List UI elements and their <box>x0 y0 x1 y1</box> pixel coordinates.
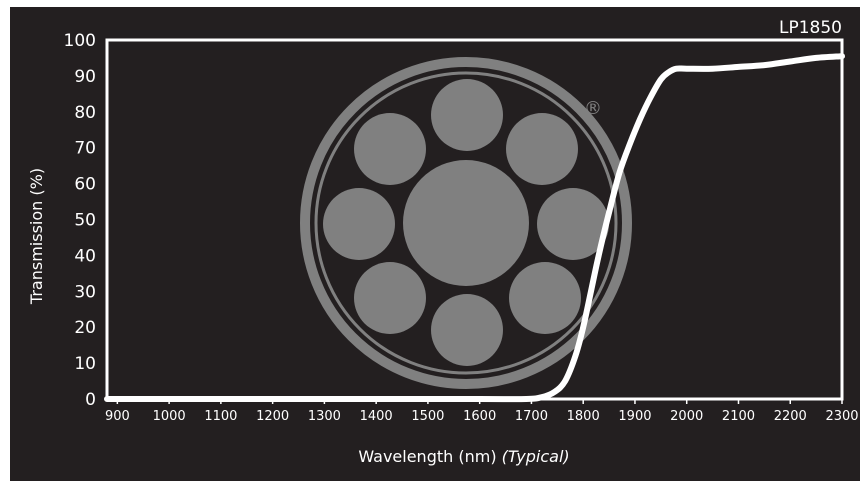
y-axis-ticks: 0 10 20 30 40 50 60 70 80 90 100 <box>64 31 96 410</box>
x-tick-label: 1100 <box>204 409 237 424</box>
fiber-bundle-logo-icon <box>300 57 632 389</box>
y-tick-label: 0 <box>85 390 96 410</box>
x-tick-label: 1200 <box>256 409 289 424</box>
model-label: LP1850 <box>779 18 842 38</box>
y-tick-label: 40 <box>74 246 96 266</box>
y-tick-label: 50 <box>74 211 96 231</box>
y-tick-label: 60 <box>74 175 96 195</box>
x-tick-label: 900 <box>105 409 130 424</box>
chart-panel: ® LP1850 0 10 20 30 40 50 60 70 80 90 100 900 1000 1… <box>10 7 860 481</box>
x-tick-label: 2300 <box>825 409 858 424</box>
x-tick-label: 1400 <box>360 409 393 424</box>
y-tick-label: 20 <box>74 318 96 338</box>
registered-mark: ® <box>584 98 602 119</box>
y-tick-label: 70 <box>74 139 96 159</box>
x-tick-label: 1500 <box>411 409 444 424</box>
x-tick-label: 1300 <box>308 409 341 424</box>
x-tick-label: 2000 <box>670 409 703 424</box>
x-axis-title-note: (Typical) <box>502 447 570 466</box>
transmission-chart: ® LP1850 0 10 20 30 40 50 60 70 80 90 100 900 1000 1… <box>27 18 859 466</box>
y-tick-label: 80 <box>74 103 96 123</box>
x-tick-label: 2200 <box>774 409 807 424</box>
x-tick-label: 1600 <box>463 409 496 424</box>
x-axis-title-main: Wavelength (nm) <box>358 447 496 466</box>
x-tick-label: 1800 <box>567 409 600 424</box>
x-tick-label: 2100 <box>722 409 755 424</box>
x-tick-label: 1700 <box>515 409 548 424</box>
x-axis-ticks: 900 1000 1100 1200 1300 1400 1500 1600 1700 1800 1… <box>105 399 859 424</box>
y-axis-title: Transmission (%) <box>27 168 46 305</box>
y-tick-label: 10 <box>74 354 96 374</box>
y-tick-label: 100 <box>64 31 96 51</box>
y-tick-label: 90 <box>74 67 96 87</box>
x-axis-title: Wavelength (nm) (Typical) <box>358 447 569 466</box>
y-tick-label: 30 <box>74 282 96 302</box>
x-tick-label: 1000 <box>153 409 186 424</box>
transmission-curve <box>104 53 845 403</box>
x-tick-label: 1900 <box>618 409 651 424</box>
